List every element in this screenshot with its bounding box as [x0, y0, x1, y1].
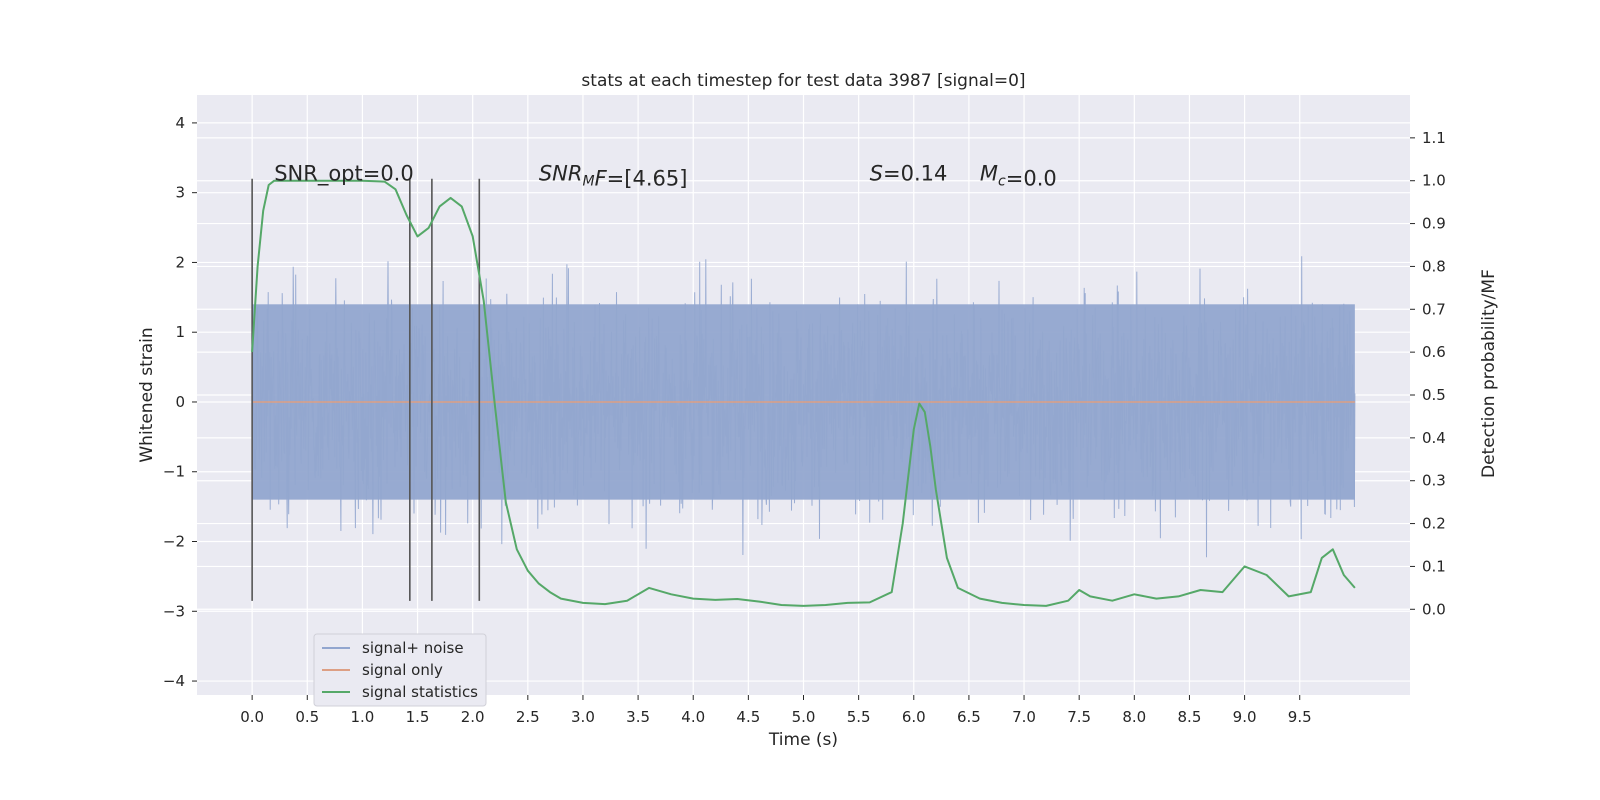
- y-left-tick-label: −3: [163, 602, 185, 620]
- x-tick-label: 2.0: [461, 708, 485, 726]
- signal-statistics-line: [251, 179, 1356, 607]
- x-tick-label: 8.0: [1122, 708, 1146, 726]
- x-tick-label: 8.5: [1178, 708, 1202, 726]
- x-axis-label: Time (s): [768, 730, 838, 750]
- x-tick-label: 3.0: [571, 708, 595, 726]
- x-tick-label: 0.5: [295, 708, 319, 726]
- y-right-tick-label: 0.3: [1422, 472, 1446, 490]
- annotation-text: SNR_opt=0.0: [274, 162, 414, 187]
- legend-label: signal+ noise: [362, 639, 464, 657]
- x-tick-label: 3.5: [626, 708, 650, 726]
- x-tick-label: 6.0: [902, 708, 926, 726]
- y-right-tick-label: 0.8: [1422, 257, 1446, 275]
- y-right-tick-label: 0.7: [1422, 300, 1446, 318]
- y-left-tick-label: −2: [163, 533, 185, 551]
- annotation-text: SNRMF=[4.65]: [539, 162, 688, 191]
- y-axis-label-left: Whitened strain: [137, 327, 157, 462]
- annotation-text: S=0.14: [870, 162, 948, 186]
- y-right-tick-label: 0.2: [1422, 515, 1446, 533]
- x-tick-label: 1.0: [350, 708, 374, 726]
- x-tick-label: 7.5: [1067, 708, 1091, 726]
- chart-title: stats at each timestep for test data 398…: [581, 71, 1025, 91]
- x-tick-label: 5.5: [847, 708, 871, 726]
- y-right-tick-label: 0.5: [1422, 386, 1446, 404]
- x-tick-label: 9.0: [1233, 708, 1257, 726]
- signal-statistics-series: [251, 179, 1356, 607]
- y-left-tick-label: 1: [175, 323, 185, 341]
- y-right-tick-label: 0.0: [1422, 600, 1446, 618]
- y-left-tick-label: −4: [163, 672, 185, 690]
- legend-label: signal only: [362, 661, 443, 679]
- y-left-tick-label: 2: [175, 253, 185, 271]
- y-right-tick-label: 0.9: [1422, 215, 1446, 233]
- x-tick-label: 7.0: [1012, 708, 1036, 726]
- x-tick-label: 4.0: [681, 708, 705, 726]
- x-tick-label: 5.0: [792, 708, 816, 726]
- x-tick-label: 2.5: [516, 708, 540, 726]
- y-right-tick-label: 0.1: [1422, 557, 1446, 575]
- legend-label: signal statistics: [362, 683, 478, 701]
- x-tick-label: 0.0: [240, 708, 264, 726]
- y-left-tick-label: 4: [175, 114, 185, 132]
- axes: 0.0 0.5 1.0 1.5 2.0 2.5 3.0 3.5 4.0 4.5 5.0 5.5 6.0 6…: [163, 114, 1446, 726]
- y-left-tick-label: −1: [163, 463, 185, 481]
- vertical-markers: [251, 178, 481, 601]
- annotations: SNR_opt=0.0 SNRMF=[4.65] S=0.14 Mc=0.0: [274, 162, 1057, 191]
- y-right-tick-label: 0.6: [1422, 343, 1446, 361]
- y-axis-label-right: Detection probability/MF: [1479, 269, 1499, 478]
- y-right-tick-label: 1.0: [1422, 172, 1446, 190]
- x-tick-label: 6.5: [957, 708, 981, 726]
- y-right-tick-label: 1.1: [1422, 129, 1446, 147]
- x-tick-label: 4.5: [736, 708, 760, 726]
- x-tick-label: 1.5: [406, 708, 430, 726]
- legend: signal+ noise signal only signal statistic…: [313, 633, 487, 707]
- y-left-tick-label: 0: [175, 393, 185, 411]
- y-right-tick-label: 0.4: [1422, 429, 1446, 447]
- x-tick-label: 9.5: [1288, 708, 1312, 726]
- annotation-text: Mc=0.0: [980, 162, 1057, 191]
- legend-box: [313, 633, 487, 707]
- y-left-tick-label: 3: [175, 184, 185, 202]
